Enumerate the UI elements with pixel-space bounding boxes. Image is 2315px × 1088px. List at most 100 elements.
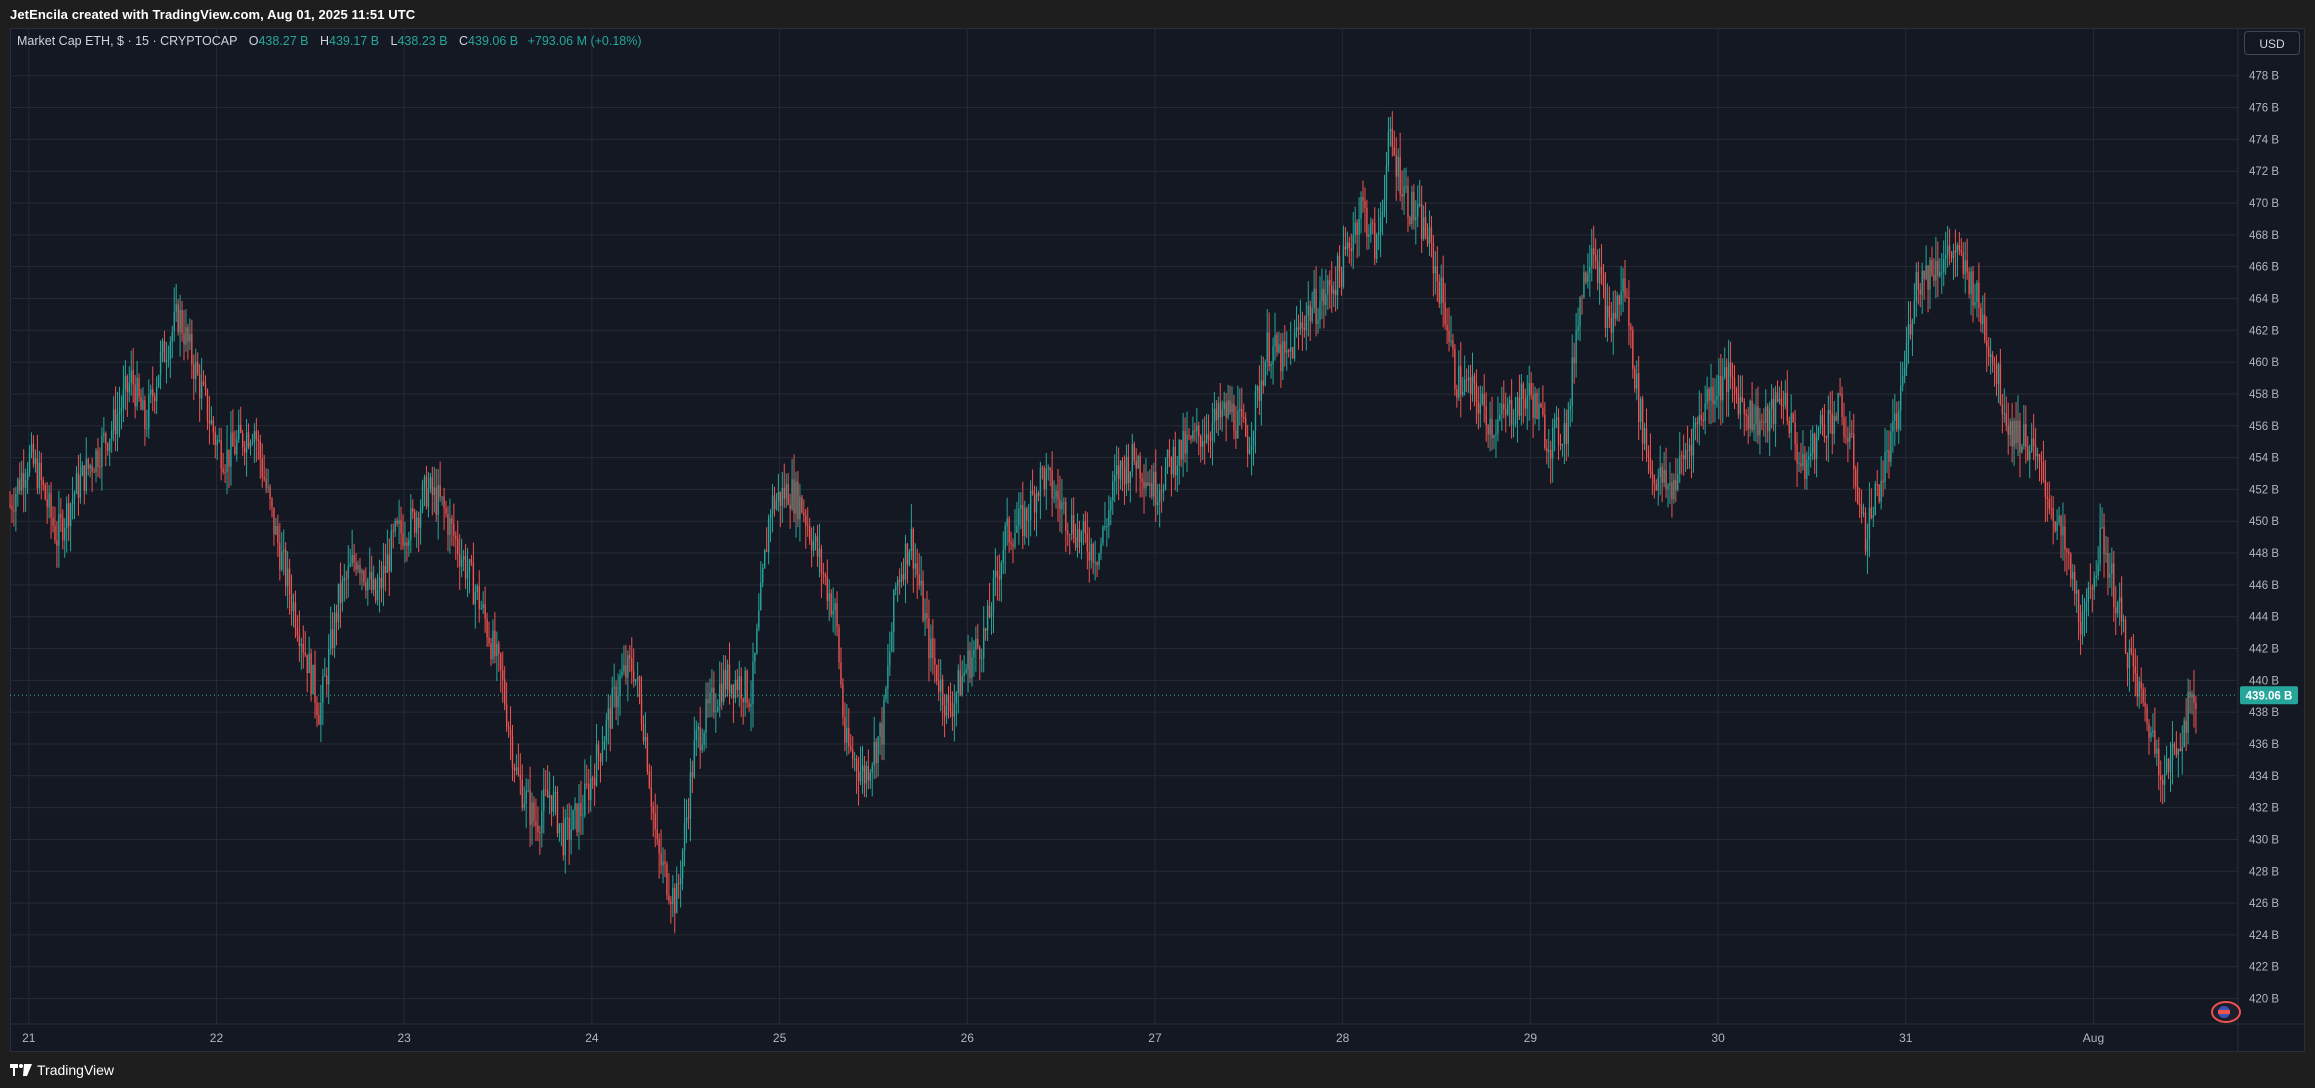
candle-body [87, 458, 89, 469]
candle-body [222, 468, 224, 472]
candle-body [261, 458, 263, 477]
candle-body [505, 704, 508, 727]
candle-body [1684, 450, 1687, 460]
candle-body [846, 727, 848, 743]
candle-body [1221, 409, 1223, 418]
candle-body [191, 333, 193, 365]
candle-body [513, 767, 516, 771]
candle-body [1972, 271, 1974, 306]
candle-body [494, 630, 496, 657]
candle-body [525, 790, 527, 804]
candle-body [202, 381, 205, 385]
candle-body [939, 679, 942, 692]
candle-body [1649, 457, 1652, 472]
candle-body [329, 629, 332, 649]
candle-body [990, 613, 993, 618]
high-label: H [319, 34, 329, 48]
candle-body [900, 574, 903, 582]
candle-body [1475, 383, 1478, 402]
candle-body [1070, 515, 1073, 535]
candle-body [957, 670, 959, 694]
candle-body [1712, 386, 1714, 405]
flag-icon[interactable] [2211, 1001, 2241, 1023]
candle-body [1929, 260, 1931, 290]
candle-body [226, 449, 228, 472]
candle-body [1878, 484, 1880, 502]
candle-body [24, 480, 27, 488]
candle-body [789, 504, 791, 509]
candle-body [509, 729, 512, 736]
candle-body [1027, 519, 1030, 521]
candle-body [331, 629, 334, 648]
candle-body [1943, 258, 1945, 272]
candle-body [179, 309, 181, 333]
candle-body [984, 628, 987, 631]
candle-body [1954, 250, 1957, 253]
candle-body [474, 591, 477, 605]
candle-body [1108, 509, 1110, 527]
candle-body [208, 420, 211, 424]
candle-body [779, 491, 782, 506]
candle-body [1033, 493, 1036, 513]
candle-body [1377, 232, 1380, 235]
candle-body [1014, 532, 1016, 547]
candle-body [1069, 534, 1071, 536]
candle-body [404, 542, 406, 546]
candle-body [1499, 414, 1501, 420]
price-tick-label: 476 B [2249, 103, 2279, 115]
candle-body [1792, 413, 1794, 423]
candle-body [828, 593, 830, 601]
candle-body [1276, 334, 1278, 353]
candle-body [1434, 266, 1437, 274]
candle-body [1123, 467, 1126, 485]
candle-body [89, 465, 91, 469]
candle-body [1268, 332, 1270, 367]
price-tick-label: 470 B [2249, 198, 2279, 210]
candle-body [431, 477, 434, 495]
candle-body [142, 400, 144, 410]
last-price-badge [2240, 686, 2298, 705]
candle-body [1843, 417, 1845, 437]
candle-body [466, 572, 469, 579]
candle-body [916, 563, 918, 575]
candle-body [1225, 402, 1227, 418]
candle-body [2089, 587, 2092, 589]
candle-body [672, 887, 674, 905]
candle-body [1086, 533, 1089, 552]
candle-body [853, 758, 856, 760]
candle-body [548, 795, 551, 798]
candle-body [715, 710, 717, 713]
candle-body [1765, 406, 1767, 423]
candle-body [593, 778, 596, 786]
candle-body [1966, 260, 1968, 273]
candle-body [382, 565, 385, 588]
candle-body [1448, 330, 1450, 342]
candle-body [2093, 577, 2095, 590]
candle-body [414, 511, 416, 533]
candle-body [767, 518, 770, 552]
candle-body [1389, 128, 1392, 132]
candle-body [1272, 346, 1274, 365]
candle-body [1491, 418, 1493, 438]
candle-body [754, 653, 756, 662]
candle-body [1555, 417, 1558, 420]
candle-body [1282, 341, 1284, 372]
candle-body [756, 628, 758, 654]
candle-body [1127, 456, 1130, 484]
candle-body [1106, 526, 1108, 528]
candle-body [2165, 758, 2168, 774]
candle-body [243, 447, 246, 453]
candle-body [1628, 297, 1630, 327]
currency-button[interactable]: USD [2244, 31, 2300, 55]
candle-body [1898, 410, 1900, 430]
candle-body [1694, 422, 1697, 428]
candle-body [85, 458, 87, 491]
candle-body [1960, 250, 1962, 253]
candle-body [1512, 423, 1515, 425]
candle-body [34, 458, 37, 464]
symbol-name[interactable]: Market Cap ETH, $ · 15 · CRYPTOCAP [17, 34, 238, 48]
chart-frame[interactable] [10, 28, 2305, 1052]
tradingview-brand[interactable]: TradingView [10, 1061, 114, 1079]
candle-body [1612, 312, 1614, 333]
